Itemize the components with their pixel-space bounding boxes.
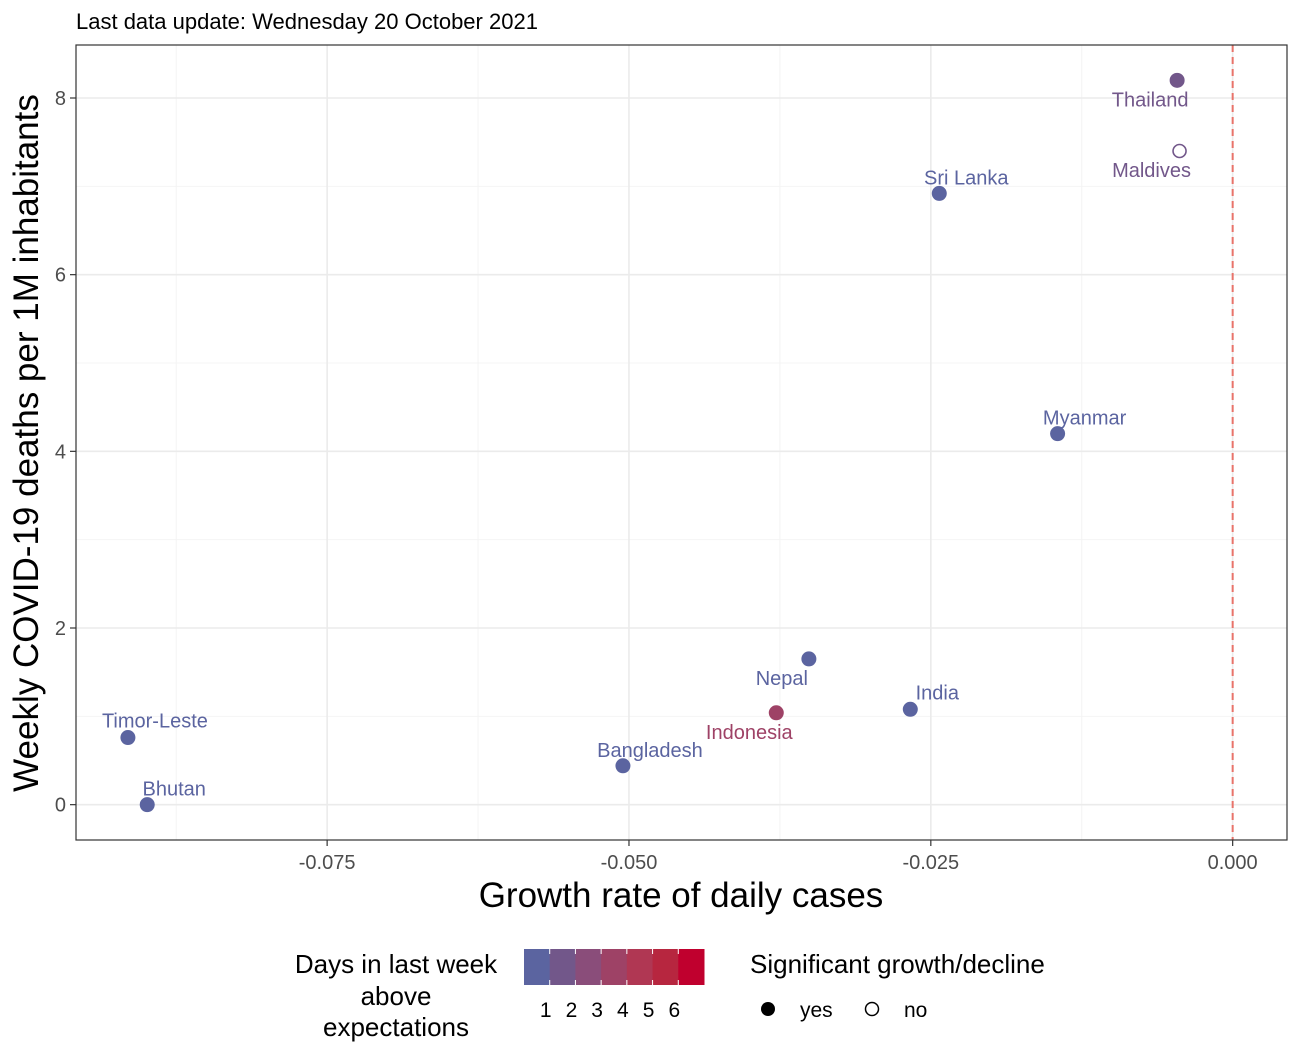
grid-minor	[76, 45, 1287, 840]
data-update-subtitle: Last data update: Wednesday 20 October 2…	[76, 9, 538, 34]
data-points	[120, 72, 1187, 813]
y-axis-title: Weekly COVID-19 deaths per 1M inhabitant…	[7, 94, 46, 792]
color-legend-title-line-2: above	[361, 981, 432, 1011]
legend-filled-circle-icon	[761, 1002, 775, 1016]
colorbar-label: 4	[617, 999, 629, 1022]
point-indonesia	[768, 705, 784, 721]
legend-yes-label: yes	[800, 999, 833, 1022]
label-myanmar: Myanmar	[1043, 408, 1127, 430]
y-tick-label: 2	[55, 618, 66, 640]
label-india: India	[916, 682, 960, 704]
panel-border	[75, 44, 1288, 841]
shape-legend-title: Significant growth/decline	[750, 949, 1045, 979]
x-axis-ticks: -0.075 -0.050 -0.025 0.000	[299, 840, 1258, 874]
point-labels: Thailand Maldives Sri Lanka Myanmar Nepal Ind…	[102, 89, 1191, 800]
colorbar-segment	[575, 949, 602, 985]
point-maldives	[1172, 143, 1187, 159]
y-axis-ticks: 0 2 4 6 8	[55, 88, 76, 817]
label-indonesia: Indonesia	[706, 722, 794, 744]
colorbar-label: 1	[540, 999, 552, 1022]
label-bangladesh: Bangladesh	[597, 740, 703, 762]
colorbar-segment	[601, 949, 628, 985]
shape-legend: Significant growth/decline yes no	[750, 949, 1045, 1022]
legend-open-circle-icon	[864, 1001, 880, 1017]
colorbar-segment	[626, 949, 654, 985]
point-nepal	[801, 651, 817, 667]
label-thailand: Thailand	[1112, 89, 1189, 111]
x-tick-label: -0.075	[299, 852, 356, 874]
colorbar-label: 3	[591, 999, 603, 1022]
colorbar-label: 2	[566, 999, 578, 1022]
colorbar-segment	[549, 949, 576, 985]
label-nepal: Nepal	[756, 668, 808, 690]
color-legend-title-line-3: expectations	[323, 1012, 469, 1042]
point-bhutan	[139, 797, 155, 813]
color-legend-title-line-1: Days in last week	[295, 949, 498, 979]
colorbar-segment	[524, 949, 551, 985]
point-myanmar	[1050, 426, 1066, 442]
colorbar-label: 6	[668, 999, 680, 1022]
point-india	[902, 701, 918, 717]
colorbar	[524, 949, 705, 985]
y-tick-label: 6	[55, 265, 66, 287]
x-tick-label: 0.000	[1208, 852, 1258, 874]
point-thailand	[1169, 72, 1185, 88]
point-sri-lanka	[931, 185, 947, 201]
colorbar-label: 5	[643, 999, 655, 1022]
label-sri-lanka: Sri Lanka	[924, 167, 1009, 189]
x-axis-title: Growth rate of daily cases	[479, 876, 884, 915]
legend-no-label: no	[904, 999, 927, 1022]
y-tick-label: 0	[55, 795, 66, 817]
colorbar-segment	[678, 949, 705, 985]
x-tick-label: -0.025	[902, 852, 959, 874]
grid-major	[76, 45, 1287, 840]
label-timor-leste: Timor-Leste	[102, 711, 208, 733]
y-tick-label: 4	[55, 441, 66, 463]
colorbar-segment	[652, 949, 679, 985]
label-maldives: Maldives	[1112, 160, 1191, 182]
point-timor-leste	[120, 730, 136, 746]
x-tick-label: -0.050	[601, 852, 658, 874]
y-tick-label: 8	[55, 88, 66, 110]
label-bhutan: Bhutan	[143, 779, 206, 801]
point-bangladesh	[615, 758, 631, 774]
